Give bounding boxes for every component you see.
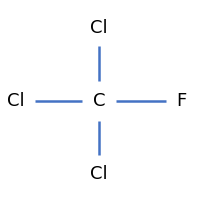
Text: Cl: Cl <box>90 165 108 183</box>
Text: F: F <box>176 92 186 110</box>
Text: Cl: Cl <box>7 92 25 110</box>
Text: C: C <box>93 92 105 110</box>
Text: Cl: Cl <box>90 19 108 37</box>
